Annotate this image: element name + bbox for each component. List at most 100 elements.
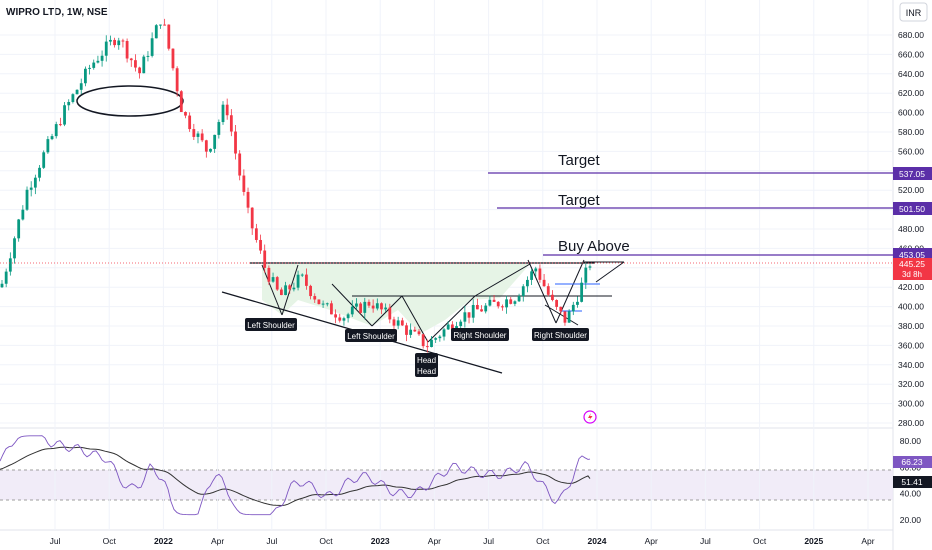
candle-body xyxy=(200,133,204,141)
candle-body xyxy=(100,55,104,61)
price-tick-label: 320.00 xyxy=(898,379,924,389)
candle-body xyxy=(584,267,588,283)
candle-body xyxy=(330,303,333,315)
candle-body xyxy=(234,131,237,154)
tag-target-upper xyxy=(893,167,932,180)
pattern-line[interactable] xyxy=(527,259,557,324)
candle-body xyxy=(21,209,25,220)
candle-body xyxy=(480,309,483,312)
candle-body xyxy=(442,329,446,337)
pattern-line[interactable] xyxy=(261,264,283,316)
candle-body xyxy=(92,62,96,68)
pattern-line[interactable] xyxy=(474,263,531,297)
candle-body xyxy=(250,207,254,229)
time-tick-label: Oct xyxy=(319,536,333,546)
candle-body xyxy=(459,321,463,327)
tag-last-price-text: 445.25 xyxy=(899,259,925,269)
time-tick-label: 2022 xyxy=(154,536,173,546)
candle-body xyxy=(417,331,421,335)
pattern-line[interactable] xyxy=(544,304,579,326)
tag-rsi-text: 66.23 xyxy=(901,457,923,467)
candle-body xyxy=(217,122,221,135)
price-tick-label: 420.00 xyxy=(898,282,924,292)
candle-body xyxy=(463,312,467,322)
candle-body xyxy=(471,304,475,318)
time-tick-label: Oct xyxy=(536,536,550,546)
tag-target-lower-text: 501.50 xyxy=(899,204,925,214)
candle-body xyxy=(292,287,296,290)
candle-body xyxy=(467,312,471,318)
candle-body xyxy=(117,40,121,46)
candle-body xyxy=(530,271,533,280)
pattern-line[interactable] xyxy=(371,295,403,327)
candle-body xyxy=(275,277,279,290)
time-tick-label: Jul xyxy=(50,536,61,546)
right-shoulder-label-2: Right Shoulder xyxy=(534,331,587,340)
currency-button[interactable] xyxy=(899,2,928,22)
price-tick-label: 520.00 xyxy=(898,185,924,195)
candle-body xyxy=(288,285,292,290)
candle-body xyxy=(375,303,379,309)
candle-body xyxy=(259,239,262,251)
candle-body xyxy=(355,303,358,307)
candle-body xyxy=(380,303,383,310)
candle-body xyxy=(363,301,367,313)
tag-last-price xyxy=(893,258,932,280)
candle-body xyxy=(125,40,129,59)
tag-rsi xyxy=(893,456,932,468)
candle-body xyxy=(196,133,200,137)
candle-body xyxy=(384,307,388,310)
time-tick-label: Jul xyxy=(700,536,711,546)
candle-body xyxy=(192,129,196,137)
candle-body xyxy=(405,325,408,335)
pattern-shade xyxy=(262,264,530,334)
tag-buy-above-text: 453.05 xyxy=(899,250,925,260)
candle-body xyxy=(305,274,308,286)
price-tick-label: 620.00 xyxy=(898,88,924,98)
candle-body xyxy=(279,289,283,296)
time-tick-label: 2024 xyxy=(588,536,607,546)
candle-body xyxy=(325,303,329,305)
price-tick-label: 300.00 xyxy=(898,399,924,409)
candle-body xyxy=(142,56,146,74)
candle-body xyxy=(204,140,208,152)
candle-body xyxy=(71,94,75,102)
candle-body xyxy=(263,250,267,268)
highlight-ellipse[interactable] xyxy=(76,85,184,117)
candle-body xyxy=(25,189,29,210)
price-tick-label: 560.00 xyxy=(898,146,924,156)
candle-body xyxy=(421,334,425,347)
candle-body xyxy=(50,136,54,140)
candle-body xyxy=(42,152,46,168)
candle-body xyxy=(229,115,233,132)
candle-body xyxy=(513,301,517,304)
tag-rsi-ma-text: 51.41 xyxy=(901,477,923,487)
candle-body xyxy=(109,39,112,42)
candle-body xyxy=(517,296,521,302)
candle-body xyxy=(484,305,488,312)
price-tick-label: 400.00 xyxy=(898,302,924,312)
price-tick-label: 580.00 xyxy=(898,127,924,137)
candle-body xyxy=(580,282,584,302)
pattern-line[interactable] xyxy=(427,295,476,343)
price-tick-label: 640.00 xyxy=(898,69,924,79)
candle-body xyxy=(154,25,158,39)
candle-body xyxy=(388,307,392,320)
candle-body xyxy=(571,304,575,312)
time-tick-label: Apr xyxy=(645,536,658,546)
candle-body xyxy=(546,286,550,295)
candle-body xyxy=(0,283,4,288)
candle-body xyxy=(534,268,538,272)
left-shoulder-label-1: Left Shoulder xyxy=(247,321,295,330)
tag-countdown-text: 3d 8h xyxy=(902,270,922,279)
candle-body xyxy=(588,266,592,268)
label-box xyxy=(451,328,509,341)
candle-body xyxy=(138,67,142,74)
candle-body xyxy=(104,41,108,56)
pattern-line[interactable] xyxy=(595,261,625,283)
candle-body xyxy=(309,285,312,297)
candle-body xyxy=(96,60,100,63)
candle-body xyxy=(221,104,225,123)
candle-body xyxy=(171,48,175,69)
